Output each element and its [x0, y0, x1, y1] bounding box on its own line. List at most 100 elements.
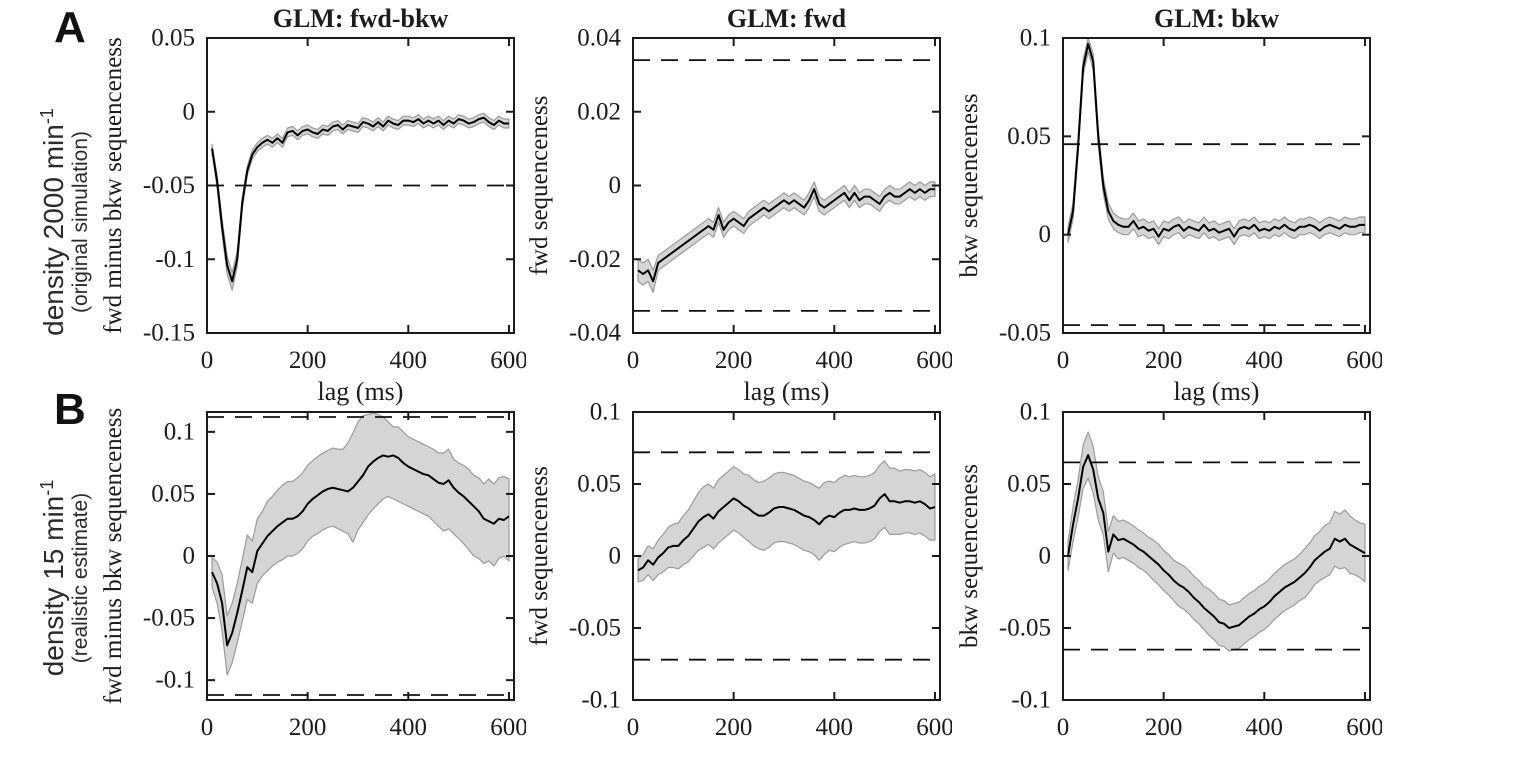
sequenceness-mean-line — [1067, 42, 1365, 238]
y-tick-label: 0.05 — [151, 25, 195, 52]
panel-label-a: A — [54, 3, 86, 52]
axis-box — [632, 37, 941, 334]
confidence-band — [637, 460, 936, 583]
y-tick-label: 0.02 — [577, 98, 621, 125]
panel-label-b: B — [54, 385, 86, 434]
x-tick-label: 0 — [627, 347, 640, 374]
chart-glm-fwd-simulated: 0 200 400 600 0.04 0.02 0 -0.02 -0.04 GLM: fwd fwd… — [529, 0, 952, 408]
y-tick-label: -0.1 — [581, 687, 621, 714]
chart-glm-fwd-bkw-simulated: 0 200 400 600 0.05 0 -0.05 -0.1 -0.15 GLM: fwd-bk… — [103, 0, 526, 408]
x-tick-label: 400 — [1246, 347, 1284, 374]
y-tick-label: -0.05 — [569, 615, 621, 642]
superscript: -1 — [36, 108, 57, 125]
y-tick-label: -0.05 — [999, 320, 1051, 347]
plot-glm-fwd-bkw-simulated: 0 200 400 600 0.05 0 -0.05 -0.1 -0.15 GLM: fwd-bk… — [103, 4, 526, 406]
plot-glm-fwd-realistic: 0 200 400 600 0.1 0.05 0 -0.05 -0.1 fwd sequencen… — [529, 399, 952, 742]
x-tick-label: 0 — [1057, 714, 1070, 741]
y-tick-label: 0 — [183, 543, 196, 570]
y-tick-label: 0.1 — [164, 418, 195, 445]
chart-glm-fwd-bkw-realistic: 0 200 400 600 0.1 0.05 0 -0.05 -0.1 fwd minus bkw… — [103, 374, 526, 775]
x-tick-label: 600 — [1346, 714, 1382, 741]
x-tick-label: 600 — [490, 714, 526, 741]
row-b-condition-main: density 15 min-1 — [36, 479, 70, 677]
plot-glm-fwd-simulated: 0 200 400 600 0.04 0.02 0 -0.02 -0.04 GLM: fwd fwd… — [529, 4, 952, 406]
x-tick-label: 0 — [201, 714, 214, 741]
row-a-condition-main: density 2000 min-1 — [36, 108, 70, 336]
y-tick-label: 0 — [1039, 543, 1052, 570]
row-b-condition-note: (realistic estimate) — [69, 492, 93, 664]
plot-glm-fwd-bkw-realistic: 0 200 400 600 0.1 0.05 0 -0.05 -0.1 fwd minus bkw… — [103, 408, 526, 741]
x-tick-label: 600 — [916, 714, 952, 741]
y-tick-label: 0.05 — [151, 480, 195, 507]
chart-glm-bkw-realistic: 0 200 400 600 0.1 0.05 0 -0.05 -0.1 bkw sequencen… — [959, 374, 1382, 775]
y-tick-label: 0.05 — [577, 471, 621, 498]
row-a-condition-label: density 2000 min-1 (original simulation) — [32, 108, 92, 336]
chart-title: GLM: fwd — [727, 4, 847, 33]
sequenceness-mean-line — [211, 454, 510, 647]
confidence-band — [211, 112, 510, 291]
y-tick-label: 0.1 — [1020, 25, 1051, 52]
y-tick-label: 0.1 — [590, 399, 621, 426]
y-axis-label: fwd sequenceness — [529, 466, 553, 646]
x-tick-label: 600 — [916, 347, 952, 374]
x-tick-label: 600 — [490, 347, 526, 374]
confidence-band — [1067, 431, 1366, 652]
confidence-band — [211, 412, 510, 676]
confidence-band — [637, 181, 936, 294]
y-tick-label: -0.1 — [155, 246, 195, 273]
x-axis-label: lag (ms) — [744, 377, 830, 406]
axis-box — [1062, 37, 1371, 334]
plot-glm-bkw-realistic: 0 200 400 600 0.1 0.05 0 -0.05 -0.1 bkw sequencen… — [959, 399, 1382, 742]
y-axis-label: bkw sequenceness — [959, 94, 983, 278]
x-tick-label: 400 — [390, 714, 428, 741]
x-tick-label: 600 — [1346, 347, 1382, 374]
x-tick-label: 0 — [1057, 347, 1070, 374]
x-tick-label: 400 — [816, 347, 854, 374]
y-tick-label: -0.02 — [569, 246, 621, 273]
x-tick-label: 200 — [289, 714, 327, 741]
confidence-band — [1067, 37, 1366, 246]
x-axis-label: lag (ms) — [1174, 377, 1260, 406]
y-tick-label: 0 — [609, 543, 622, 570]
x-tick-label: 0 — [201, 347, 214, 374]
x-tick-label: 400 — [1246, 714, 1284, 741]
x-tick-label: 200 — [289, 347, 327, 374]
sequenceness-mean-line — [637, 493, 936, 572]
y-tick-label: 0.05 — [1007, 471, 1051, 498]
row-a-condition-note: (original simulation) — [69, 130, 93, 314]
x-tick-label: 400 — [816, 714, 854, 741]
y-axis-label: bkw sequenceness — [959, 464, 983, 648]
y-tick-label: -0.05 — [999, 615, 1051, 642]
y-tick-label: -0.04 — [569, 320, 622, 347]
y-tick-label: 0 — [1039, 221, 1052, 248]
chart-title: GLM: bkw — [1154, 4, 1279, 33]
y-tick-label: 0 — [183, 98, 196, 125]
x-axis-label: lag (ms) — [318, 377, 404, 406]
y-tick-label: -0.1 — [155, 667, 195, 694]
x-tick-label: 200 — [1145, 714, 1183, 741]
chart-glm-fwd-realistic: 0 200 400 600 0.1 0.05 0 -0.05 -0.1 fwd sequencen… — [529, 374, 952, 775]
y-tick-label: -0.05 — [143, 605, 195, 632]
chart-title: GLM: fwd-bkw — [273, 4, 449, 33]
x-tick-label: 200 — [715, 347, 753, 374]
y-tick-label: -0.1 — [1011, 687, 1051, 714]
x-tick-label: 200 — [715, 714, 753, 741]
figure-page: { "figure": { "panels": [ {"letter": "A"… — [32, 0, 1382, 741]
y-tick-label: 0 — [609, 172, 622, 199]
y-axis-label: fwd sequenceness — [529, 96, 553, 276]
sequenceness-mean-line — [211, 116, 509, 283]
x-tick-label: 400 — [390, 347, 428, 374]
y-tick-label: -0.05 — [143, 172, 195, 199]
sequenceness-mean-line — [637, 188, 935, 283]
y-tick-label: -0.15 — [143, 320, 195, 347]
y-tick-label: 0.04 — [577, 25, 621, 52]
x-tick-label: 200 — [1145, 347, 1183, 374]
sequenceness-mean-line — [1067, 454, 1366, 629]
x-tick-label: 0 — [627, 714, 640, 741]
superscript: -1 — [36, 479, 57, 496]
row-b-condition-label: density 15 min-1 (realistic estimate) — [32, 480, 92, 677]
y-tick-label: 0.1 — [1020, 399, 1051, 426]
y-axis-label: fwd minus bkw sequenceness — [103, 408, 127, 704]
y-tick-label: 0.05 — [1007, 123, 1051, 150]
